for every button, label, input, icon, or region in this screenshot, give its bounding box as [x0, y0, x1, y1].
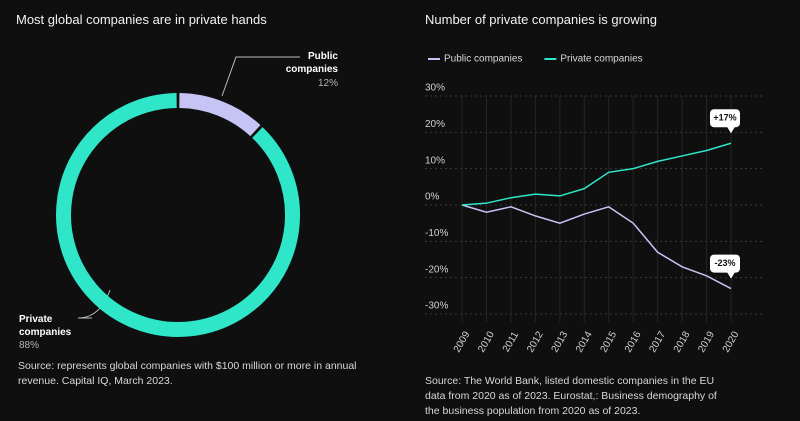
- y-tick-label: 0%: [425, 192, 440, 203]
- legend-label: Public companies: [444, 54, 522, 65]
- legend-label: Private companies: [560, 54, 642, 65]
- source-note: Source: The World Bank, listed domestic …: [425, 375, 717, 417]
- x-tick-label: 2010: [476, 329, 497, 354]
- y-tick-label: 10%: [425, 155, 445, 166]
- source-note: Source: represents global companies with…: [18, 360, 357, 387]
- chart-title: Number of private companies is growing: [425, 12, 657, 27]
- y-tick-label: -10%: [425, 228, 448, 239]
- x-tick-label: 2009: [452, 329, 473, 354]
- x-tick-label: 2011: [501, 330, 521, 355]
- x-tick-label: 2013: [550, 329, 571, 354]
- callout-box: [710, 254, 740, 273]
- slice-label: Private companies: [19, 314, 72, 338]
- y-tick-label: 30%: [425, 83, 445, 94]
- slice-label: Public companies: [285, 51, 338, 75]
- x-tick-label: 2017: [647, 329, 668, 354]
- donut-slice: [56, 93, 300, 337]
- x-tick-label: 2016: [623, 329, 644, 354]
- x-tick-label: 2019: [696, 329, 717, 354]
- x-tick-label: 2012: [525, 329, 546, 354]
- y-tick-label: -30%: [425, 301, 448, 312]
- line-series: [461, 142, 732, 206]
- callout-pointer: [727, 126, 735, 134]
- callout: -23%: [710, 254, 740, 279]
- x-tick-label: 2014: [574, 329, 595, 354]
- x-tick-label: 2015: [599, 329, 620, 354]
- y-tick-label: -20%: [425, 264, 448, 275]
- slice-value-label: 12%: [317, 78, 338, 89]
- slice-value-label: 88%: [19, 340, 40, 351]
- connector: [77, 289, 111, 319]
- data-label: +17%: [713, 113, 736, 123]
- line-series: [461, 204, 732, 290]
- callout-pointer: [727, 272, 735, 279]
- callout: +17%: [710, 109, 740, 134]
- y-tick-label: 20%: [425, 119, 445, 130]
- x-tick-label: 2018: [672, 329, 693, 354]
- x-tick-label: 2020: [721, 329, 742, 354]
- data-label: -23%: [714, 258, 735, 268]
- connector: [221, 56, 300, 97]
- chart-title: Most global companies are in private han…: [16, 12, 267, 27]
- callout-box: [710, 109, 740, 128]
- donut-slice: [179, 93, 261, 137]
